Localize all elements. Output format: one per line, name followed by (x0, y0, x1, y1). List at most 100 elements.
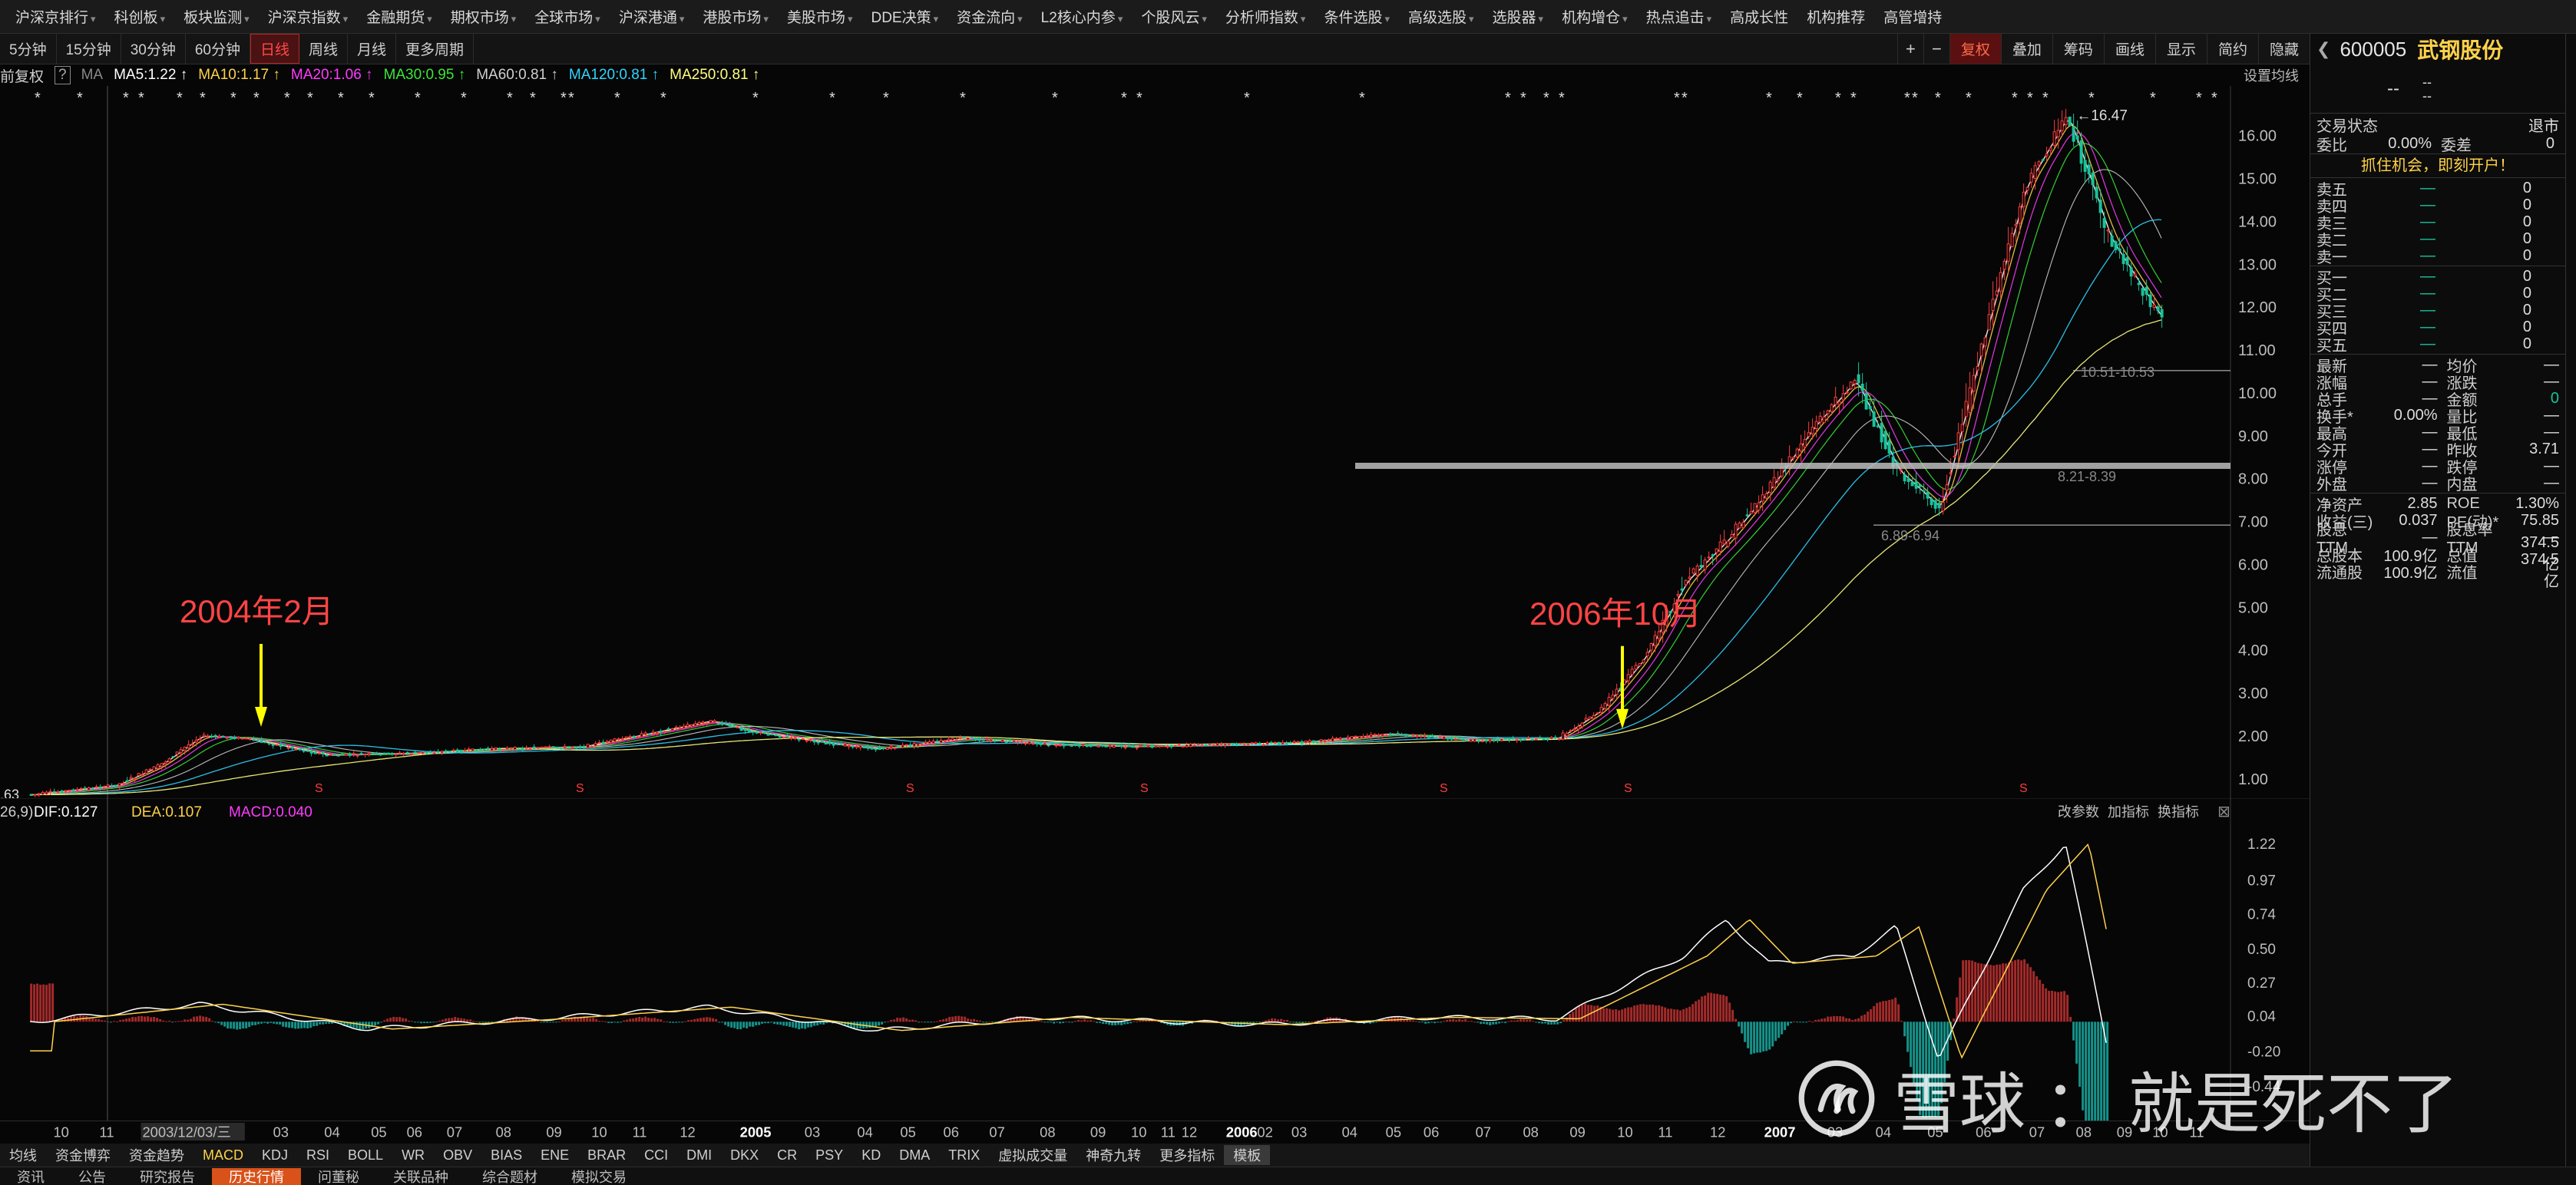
period-tab[interactable]: 15分钟 (57, 34, 121, 64)
dividend-marker[interactable]: * (123, 90, 129, 107)
nav-item[interactable]: 沪深京指数 ▾ (259, 6, 358, 27)
dividend-marker[interactable]: * (1935, 90, 1941, 107)
bottom-tab[interactable]: 综合题材 (482, 1170, 537, 1185)
dividend-marker[interactable]: * (2088, 90, 2095, 107)
nav-item[interactable]: DDE决策 ▾ (861, 6, 947, 27)
period-tab[interactable]: 更多周期 (396, 34, 475, 64)
dividend-marker[interactable]: * (883, 90, 889, 107)
nav-item[interactable]: 期权市场 ▾ (441, 6, 526, 27)
period-tab[interactable]: 月线 (348, 34, 397, 64)
nav-item[interactable]: 科创板 ▾ (105, 6, 175, 27)
period-tab[interactable]: 60分钟 (186, 34, 250, 64)
nav-item[interactable]: 板块监测 ▾ (174, 6, 259, 27)
hide-button[interactable]: 隐藏 (2257, 34, 2310, 64)
bottom-tab[interactable]: 关联品种 (393, 1170, 448, 1185)
indicator-tab[interactable]: 均线 (9, 1148, 37, 1164)
indicator-tab[interactable]: MACD (203, 1147, 243, 1163)
indicator-tab[interactable]: KD (861, 1147, 881, 1163)
dividend-marker[interactable]: * (1835, 90, 1841, 107)
indicator-tab[interactable]: TRIX (948, 1147, 980, 1163)
nav-item[interactable]: L2核心内参 ▾ (1032, 6, 1133, 27)
dividend-marker[interactable]: * (2196, 90, 2202, 107)
indicator-tab[interactable]: ENE (541, 1147, 570, 1163)
dividend-marker[interactable]: * (561, 90, 567, 107)
display-button[interactable]: 显示 (2154, 34, 2207, 64)
nav-item[interactable]: 高成长性 (1721, 6, 1797, 27)
macd-control-button[interactable]: 改参数 (2058, 804, 2099, 820)
bottom-tab[interactable]: 公告 (78, 1170, 106, 1185)
dividend-marker[interactable]: * (1543, 90, 1549, 107)
bottom-tab[interactable]: 问董秘 (318, 1170, 359, 1185)
dividend-marker[interactable]: * (1912, 90, 1918, 107)
nav-item[interactable]: 选股器 ▾ (1483, 6, 1553, 27)
dividend-marker[interactable]: * (1674, 90, 1680, 107)
nav-item[interactable]: 分析师指数 ▾ (1216, 6, 1315, 27)
draw-line-button[interactable]: 画线 (2103, 34, 2155, 64)
dividend-marker[interactable]: * (284, 90, 290, 107)
indicator-tab[interactable]: DMA (899, 1147, 931, 1163)
indicator-tab[interactable]: 资金趋势 (129, 1148, 184, 1164)
bottom-tab[interactable]: 历史行情 (212, 1168, 301, 1185)
help-icon[interactable]: ? (55, 66, 71, 84)
dividend-marker[interactable]: * (1244, 90, 1250, 107)
dividend-marker[interactable]: * (752, 90, 759, 107)
indicator-tab[interactable]: OBV (443, 1147, 473, 1163)
dividend-marker[interactable]: * (307, 90, 313, 107)
dividend-marker[interactable]: * (2027, 90, 2033, 107)
simple-mode-button[interactable]: 简约 (2206, 34, 2258, 64)
dividend-marker[interactable]: * (138, 90, 144, 107)
indicator-tab[interactable]: BIAS (491, 1147, 523, 1163)
indicator-tab[interactable]: CCI (644, 1147, 669, 1163)
dividend-marker[interactable]: * (200, 90, 206, 107)
dividend-marker[interactable]: * (1797, 90, 1803, 107)
period-tab[interactable]: 30分钟 (121, 34, 186, 64)
dividend-marker[interactable]: * (1136, 90, 1143, 107)
ma-settings-button[interactable]: 设置均线 (2244, 68, 2299, 84)
dividend-marker[interactable]: * (1682, 90, 1688, 107)
split-marker[interactable]: S (1440, 782, 1448, 795)
macd-chart[interactable]: 26,9) DIF:0.127 DEA:0.107 MACD:0.040 改参数 加指标换… (0, 798, 2310, 1121)
nav-item[interactable]: 全球市场 ▾ (525, 6, 610, 27)
fuquan-button[interactable]: 复权 (1949, 34, 2001, 64)
dividend-marker[interactable]: * (2042, 90, 2049, 107)
nav-item[interactable]: 条件选股 ▾ (1314, 6, 1399, 27)
dividend-marker[interactable]: * (35, 90, 41, 107)
dividend-marker[interactable]: * (960, 90, 966, 107)
indicator-tab[interactable]: 神奇九转 (1086, 1148, 1142, 1164)
dividend-marker[interactable]: * (2012, 90, 2018, 107)
indicator-tab[interactable]: KDJ (262, 1147, 289, 1163)
nav-item[interactable]: 港股市场 ▾ (693, 6, 778, 27)
dividend-marker[interactable]: * (568, 90, 574, 107)
dividend-marker[interactable]: * (177, 90, 183, 107)
zoom-in-button[interactable]: + (1896, 34, 1923, 64)
split-marker[interactable]: S (1140, 782, 1149, 795)
dividend-marker[interactable]: * (253, 90, 260, 107)
dividend-marker[interactable]: * (230, 90, 236, 107)
period-tab[interactable]: 5分钟 (0, 34, 57, 64)
dividend-marker[interactable]: * (660, 90, 666, 107)
indicator-tab[interactable]: BOLL (348, 1147, 384, 1163)
indicator-tab[interactable]: WR (402, 1147, 425, 1163)
zoom-out-button[interactable]: − (1923, 34, 1949, 64)
indicator-tab[interactable]: 模板 (1224, 1145, 1271, 1165)
nav-item[interactable]: 高管增持 (1874, 6, 1951, 27)
dividend-marker[interactable]: * (530, 90, 536, 107)
nav-item[interactable]: 沪深港通 ▾ (610, 6, 694, 27)
indicator-tab[interactable]: 更多指标 (1159, 1148, 1215, 1164)
dividend-marker[interactable]: * (1559, 90, 1565, 107)
dividend-marker[interactable]: * (1052, 90, 1058, 107)
indicator-tab[interactable]: RSI (306, 1147, 330, 1163)
indicator-tab[interactable]: DKX (730, 1147, 759, 1163)
dividend-marker[interactable]: * (461, 90, 467, 107)
indicator-tab[interactable]: BRAR (587, 1147, 627, 1163)
dividend-marker[interactable]: * (614, 90, 620, 107)
split-marker[interactable]: S (315, 782, 323, 795)
split-marker[interactable]: S (576, 782, 584, 795)
indicator-tab[interactable]: 虚拟成交量 (998, 1148, 1068, 1164)
indicator-tab[interactable]: PSY (815, 1147, 844, 1163)
nav-item[interactable]: 热点追击 ▾ (1637, 6, 1721, 27)
bottom-tab[interactable]: 模拟交易 (571, 1170, 627, 1185)
bottom-tab[interactable]: 资讯 (17, 1170, 45, 1185)
nav-item[interactable]: 美股市场 ▾ (778, 6, 862, 27)
macd-control-button[interactable]: 换指标 (2158, 804, 2199, 820)
